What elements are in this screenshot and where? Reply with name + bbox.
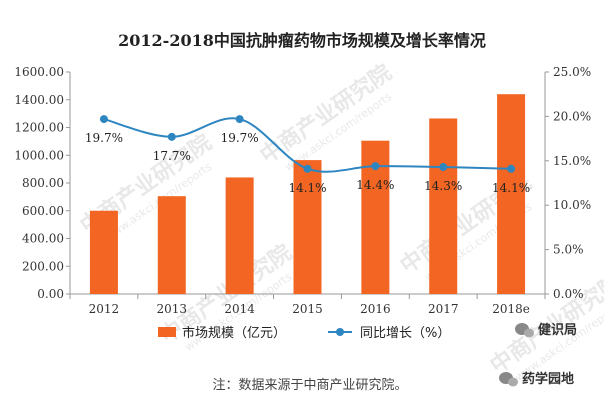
y-left-tick-label: 800.00 [22,176,64,190]
line-series: 19.7% 17.7% 19.7% 14.1% 14.4% 14.3% 14.1% [85,115,530,195]
y-right-tick-label: 15.0% [553,154,591,168]
y-left-tick-label: 1200.00 [14,121,64,135]
growth-data-label: 17.7% [153,149,191,163]
bar-series [89,94,526,294]
x-tick-label: 2014 [224,302,255,316]
y-right-tick-label: 10.0% [553,198,591,212]
wechat-icon-small [508,377,518,387]
y-left-tick-label: 0.00 [37,287,64,301]
wechat-icon-small [524,328,534,338]
chart-title: 2012-2018中国抗肿瘤药物市场规模及增长率情况 [118,31,486,50]
wechat-account-name: 健识局 [538,322,577,338]
growth-data-label: 14.1% [492,181,530,195]
growth-data-label: 14.1% [288,181,326,195]
growth-data-label: 19.7% [85,131,123,145]
legend: 市场规模（亿元） 同比增长（%） [158,325,450,341]
y-right-tick-label: 20.0% [553,109,591,123]
x-tick-label: 2018e [492,302,530,316]
x-tick-label: 2013 [157,302,188,316]
legend-label-bar: 市场规模（亿元） [182,325,286,341]
y-right-tick-label: 25.0% [553,65,591,79]
y-left-tick-label: 1000.00 [14,148,64,162]
y-right-tick-label: 0.0% [553,287,584,301]
bar [89,210,118,294]
x-tick-label: 2016 [360,302,391,316]
y-left-tick-label: 1400.00 [14,93,64,107]
bar [429,118,458,294]
bar [497,94,526,294]
y-left-tick-label: 1600.00 [14,65,64,79]
footnote: 注：数据来源于中商产业研究院。 [212,378,407,393]
legend-marker-line [336,328,344,336]
bar [157,196,186,294]
growth-data-label: 14.4% [356,178,394,192]
wechat-badge-1: 健识局 [515,322,577,338]
growth-point [303,164,312,173]
bar [293,160,322,294]
bar [225,177,254,294]
growth-point [371,162,380,171]
growth-data-label: 14.3% [424,179,462,193]
axes: 0.00 200.00 400.00 600.00 800.00 1000.00 1200.… [14,65,591,316]
legend-label-line: 同比增长（%） [360,326,450,341]
growth-data-label: 19.7% [221,131,259,145]
x-tick-label: 2017 [428,302,459,316]
y-right-tick-label: 5.0% [553,243,584,257]
wechat-badge-2: 药学园地 [499,371,574,387]
growth-point [439,163,448,172]
growth-point [507,164,516,173]
x-tick-label: 2015 [292,302,323,316]
y-left-tick-label: 400.00 [22,232,64,246]
growth-point [99,115,108,124]
growth-point [167,132,176,141]
legend-swatch-bar [158,327,176,337]
y-left-tick-label: 600.00 [22,204,64,218]
growth-point [235,115,244,124]
wechat-account-name: 药学园地 [522,371,574,387]
x-tick-label: 2012 [89,302,120,316]
y-left-tick-label: 200.00 [22,259,64,273]
